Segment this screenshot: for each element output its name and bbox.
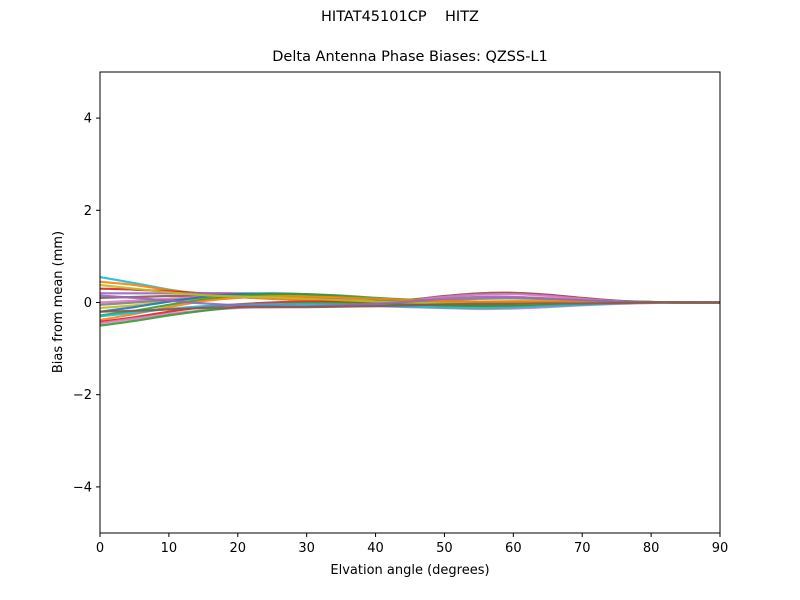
figure-suptitle: HITAT45101CP HITZ <box>321 9 479 25</box>
x-tick-label: 40 <box>367 541 384 556</box>
y-tick-label: 0 <box>84 296 92 311</box>
x-axis-label: Elvation angle (degrees) <box>330 563 489 578</box>
y-tick-label: 4 <box>84 112 92 127</box>
chart-title: Delta Antenna Phase Biases: QZSS-L1 <box>272 49 548 65</box>
x-tick-label: 0 <box>96 541 104 556</box>
x-tick-label: 60 <box>505 541 522 556</box>
y-tick-label: −2 <box>73 388 92 403</box>
x-axis: 0 10 20 30 40 50 60 70 80 90 <box>96 533 728 556</box>
y-axis: −4 −2 0 2 4 <box>73 112 100 495</box>
y-tick-label: −4 <box>73 480 92 495</box>
x-tick-label: 90 <box>712 541 729 556</box>
x-tick-label: 10 <box>161 541 178 556</box>
x-tick-label: 80 <box>643 541 660 556</box>
x-tick-label: 70 <box>574 541 591 556</box>
x-tick-label: 50 <box>436 541 453 556</box>
y-axis-label: Bias from mean (mm) <box>51 231 66 373</box>
x-tick-label: 30 <box>298 541 315 556</box>
data-series-group <box>99 276 721 327</box>
data-line-az-18 <box>99 301 721 313</box>
x-tick-label: 20 <box>230 541 247 556</box>
y-tick-label: 2 <box>84 204 92 219</box>
data-line-az-17 <box>99 294 721 308</box>
